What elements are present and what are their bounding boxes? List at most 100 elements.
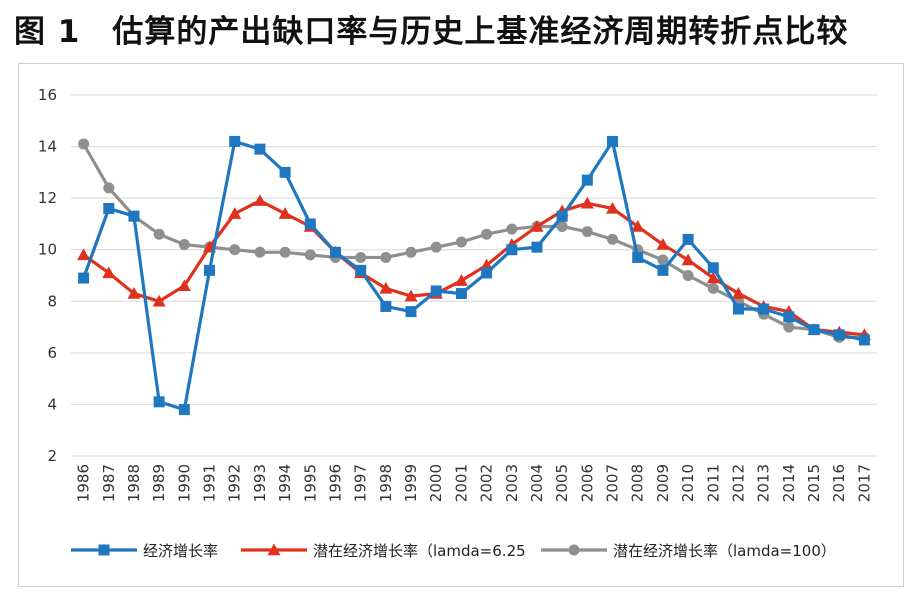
data-point [152, 294, 166, 307]
data-point [379, 281, 393, 294]
legend-label: 潜在经济增长率（lamda=6.25 [313, 542, 526, 560]
data-point [178, 404, 190, 416]
data-point [77, 248, 91, 261]
x-tick-label: 2007 [604, 464, 622, 502]
y-tick-label: 12 [38, 189, 57, 207]
data-point [404, 289, 418, 302]
data-point [481, 228, 493, 240]
data-point [556, 221, 568, 233]
data-point [657, 254, 669, 266]
chart-frame: 2 4 6 8 10 12 14 16 1986 1987 1988 1989 1990 1991 199… [18, 63, 904, 587]
data-point [430, 241, 442, 253]
data-point [758, 303, 770, 315]
data-point [783, 311, 795, 323]
x-tick-label: 2009 [654, 464, 672, 502]
data-point [657, 264, 669, 276]
data-point [153, 228, 165, 240]
line-chart: 2 4 6 8 10 12 14 16 1986 1987 1988 1989 1990 1991 199… [38, 86, 877, 560]
data-point [279, 166, 291, 178]
x-tick-label: 2015 [805, 464, 823, 502]
data-point [506, 223, 518, 235]
data-point [707, 282, 719, 294]
y-tick-label: 2 [47, 447, 57, 465]
data-point [606, 201, 620, 214]
data-point [506, 244, 518, 256]
x-tick-label: 1999 [402, 464, 420, 502]
data-point [405, 306, 417, 318]
series-1 [78, 135, 870, 416]
data-point [581, 174, 593, 186]
data-point [783, 321, 795, 333]
x-tick-label: 2017 [855, 464, 873, 502]
series-2 [77, 194, 871, 341]
x-tick-label: 1996 [326, 464, 344, 502]
series-line [81, 139, 867, 412]
x-tick-label: 1992 [226, 464, 244, 502]
data-point [405, 246, 417, 258]
x-tick-label: 1997 [352, 464, 370, 502]
data-point [581, 226, 593, 238]
data-point [682, 270, 694, 281]
legend-item-2[interactable]: 潜在经济增长率（lamda=6.25 [241, 542, 526, 560]
data-point [128, 210, 140, 222]
x-tick-label: 1994 [276, 464, 294, 502]
data-point [731, 287, 745, 299]
data-point [380, 251, 392, 263]
x-tick-label: 2014 [780, 464, 798, 502]
legend-item-3[interactable]: 潜在经济增长率（lamda=100） [541, 542, 836, 560]
data-point [177, 279, 191, 292]
data-point [481, 267, 493, 279]
data-point [858, 334, 870, 346]
legend[interactable]: 经济增长率 潜在经济增长率（lamda=6.25 潜在经济增长率（lamda=100… [71, 542, 836, 560]
data-point [380, 300, 392, 312]
x-tick-label: 1995 [301, 464, 319, 502]
series-layer [77, 135, 871, 416]
series-3 [78, 138, 870, 343]
x-tick-label: 1989 [150, 464, 168, 502]
data-point [178, 239, 190, 251]
y-tick-label: 10 [38, 241, 57, 259]
x-tick-label: 1990 [175, 464, 193, 502]
x-tick-label: 2000 [427, 464, 445, 502]
figure-title: 图 1 估算的产出缺口率与历史上基准经济周期转折点比较 [14, 14, 849, 50]
data-point [304, 249, 316, 261]
data-point [580, 196, 594, 209]
data-point [229, 135, 241, 147]
legend-item-1[interactable]: 经济增长率 [71, 542, 218, 560]
x-tick-label: 2003 [503, 464, 521, 502]
x-tick-label: 2016 [830, 464, 848, 502]
data-point [228, 207, 242, 219]
x-tick-label: 2004 [528, 464, 546, 502]
data-point [682, 233, 694, 245]
y-tick-label: 4 [47, 395, 57, 413]
data-point [430, 285, 442, 297]
data-point [707, 262, 719, 274]
data-point [808, 324, 820, 336]
data-point [732, 303, 744, 315]
x-tick-label: 2005 [553, 464, 571, 502]
data-point [706, 271, 720, 284]
x-tick-label: 2010 [679, 464, 697, 502]
y-tick-label: 6 [47, 344, 57, 362]
data-point [102, 266, 116, 279]
data-point [530, 220, 544, 232]
data-point [278, 207, 292, 219]
data-point [833, 329, 845, 341]
legend-label: 潜在经济增长率（lamda=100） [613, 542, 836, 560]
data-point [279, 246, 291, 258]
data-point [78, 138, 90, 150]
data-point [568, 544, 580, 556]
data-point [229, 244, 241, 256]
x-tick-label: 1998 [377, 464, 395, 502]
data-point [454, 274, 468, 286]
x-tick-label: 1986 [75, 464, 93, 502]
y-axis-ticks: 2 4 6 8 10 12 14 16 [38, 86, 57, 465]
data-point [329, 246, 341, 258]
y-tick-label: 8 [47, 292, 57, 310]
data-point [253, 194, 267, 206]
data-point [607, 135, 619, 147]
data-point [204, 264, 216, 276]
data-point [355, 251, 367, 263]
x-tick-label: 1991 [201, 464, 219, 502]
x-axis-ticks: 1986 1987 1988 1989 1990 1991 1992 1993 1994 1995… [75, 464, 874, 502]
